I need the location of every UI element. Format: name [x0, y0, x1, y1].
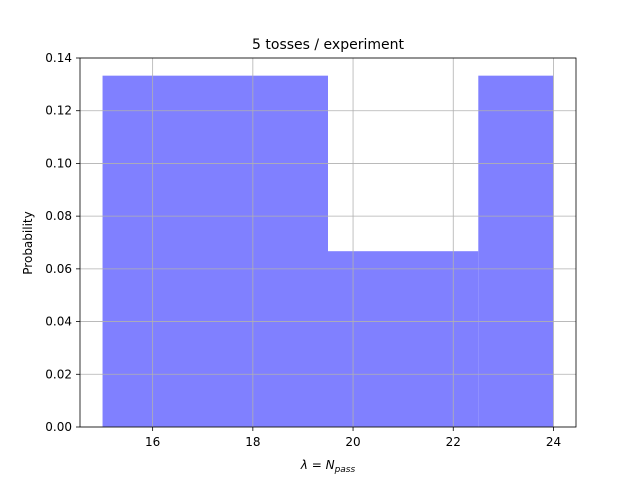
y-tick-label: 0.14: [45, 51, 72, 65]
x-tick-label: 16: [145, 435, 160, 449]
ticks-layer: 16 18 20 22 24 0.00 0.02 0.04 0.06 0.08 0.10 0.12 0.…: [45, 51, 561, 449]
y-tick-label: 0.02: [45, 367, 72, 381]
x-axis-label-var: N: [326, 458, 335, 472]
x-tick-label: 24: [546, 435, 561, 449]
histogram-bar-2: [328, 251, 479, 427]
x-axis-label-equals: =: [308, 458, 326, 472]
y-tick-label: 0.00: [45, 420, 72, 434]
x-tick-label: 18: [245, 435, 260, 449]
x-axis-label-symbol: λ: [300, 458, 308, 472]
y-tick-label: 0.12: [45, 104, 72, 118]
y-tick-label: 0.10: [45, 156, 72, 170]
plot-frame: [79, 57, 577, 428]
x-tick-label: 20: [345, 435, 360, 449]
x-axis-label: λ = Npass: [300, 458, 356, 475]
y-tick-label: 0.08: [45, 209, 72, 223]
histogram-bar-3: [478, 75, 554, 427]
chart-title: 5 tosses / experiment: [252, 37, 404, 53]
x-tick-label: 22: [446, 435, 461, 449]
y-tick-label: 0.06: [45, 262, 72, 276]
x-axis-label-subscript: pass: [334, 465, 356, 475]
y-tick-label: 0.04: [45, 315, 72, 329]
y-axis-label: Probability: [21, 211, 35, 274]
histogram-bar-1: [102, 75, 328, 427]
